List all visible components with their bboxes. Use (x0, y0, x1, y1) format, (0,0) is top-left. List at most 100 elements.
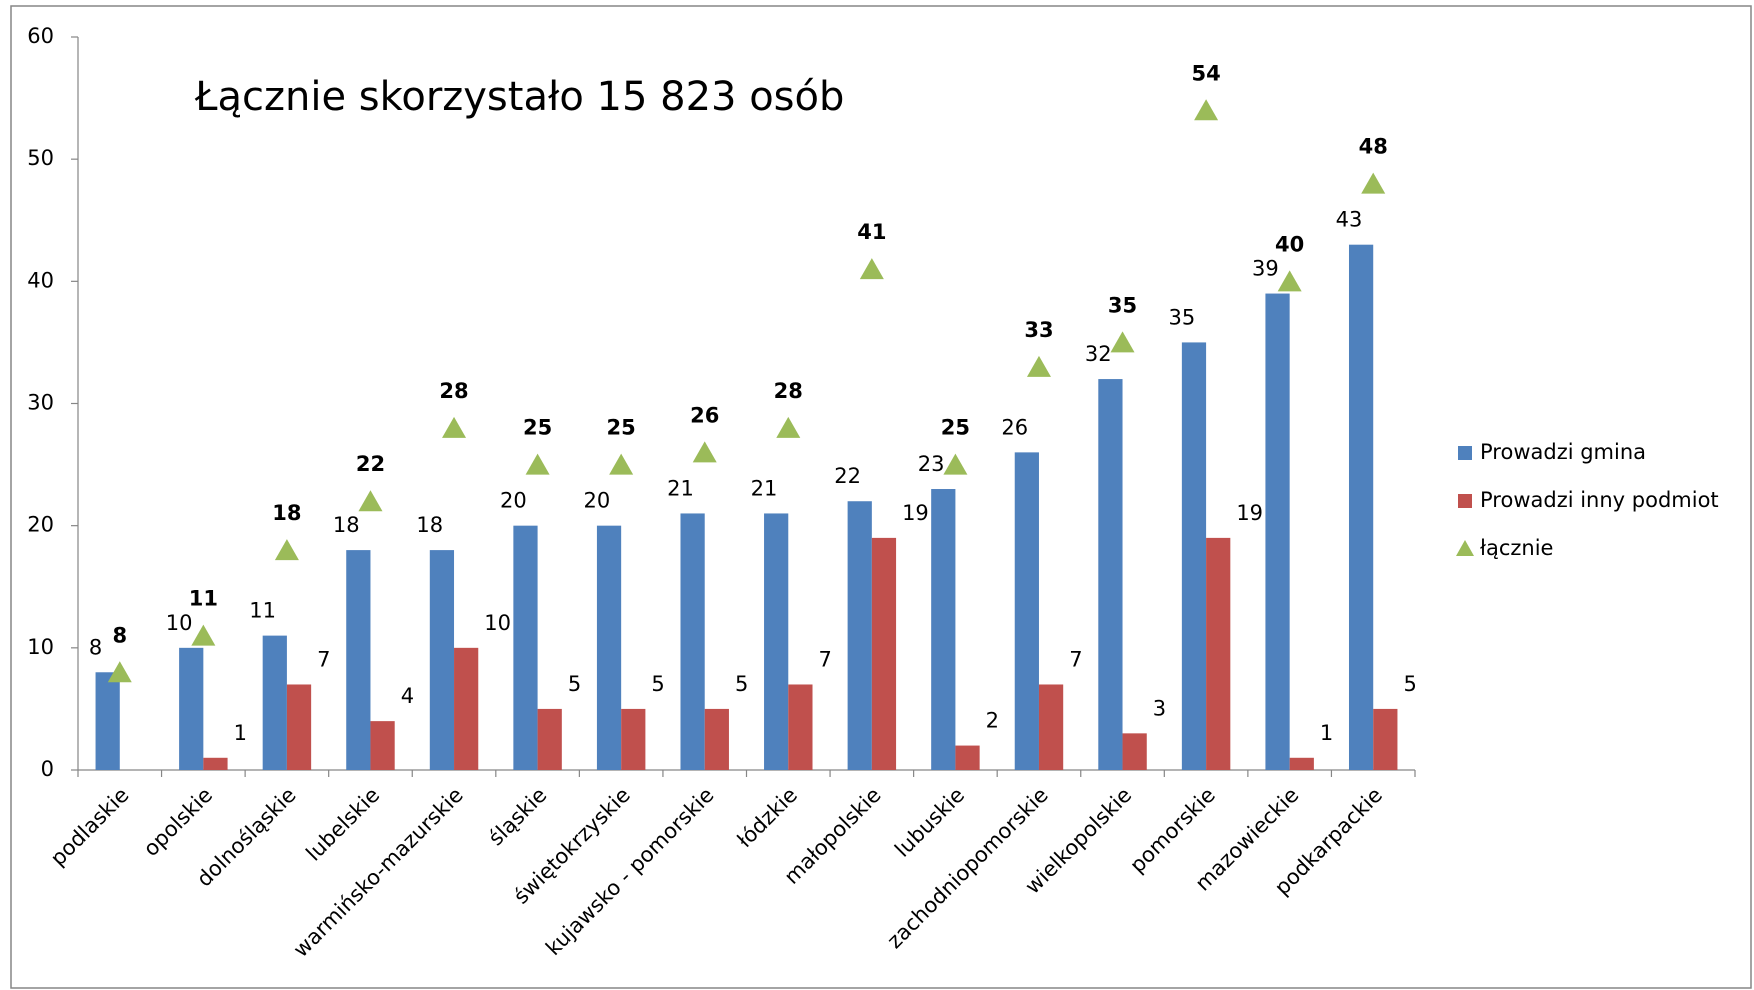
bar (931, 489, 956, 770)
legend-swatch (1458, 494, 1472, 508)
legend-swatch (1456, 540, 1474, 556)
data-label: 7 (317, 647, 330, 671)
bar (847, 501, 872, 770)
data-label: 7 (1069, 647, 1082, 671)
y-tick-label: 60 (27, 24, 54, 48)
bar (764, 513, 789, 770)
marker (609, 453, 634, 475)
bar (95, 672, 120, 770)
data-label: 11 (189, 587, 218, 611)
data-label: 35 (1168, 305, 1195, 329)
data-label: 26 (1001, 415, 1028, 439)
data-label: 28 (439, 379, 468, 403)
bar (680, 513, 705, 770)
marker (442, 416, 467, 438)
y-tick-label: 40 (27, 268, 54, 292)
data-label: 25 (523, 416, 552, 440)
y-tick-label: 0 (41, 757, 54, 781)
data-label: 18 (416, 513, 443, 537)
bar (537, 708, 562, 770)
bar (1206, 537, 1231, 770)
marker (107, 661, 132, 683)
data-label: 41 (857, 220, 886, 244)
data-label: 40 (1275, 232, 1304, 256)
bar (1181, 342, 1207, 770)
data-label: 11 (249, 599, 276, 623)
data-label: 20 (500, 489, 527, 513)
legend-label: łącznie (1480, 536, 1553, 560)
marker (191, 624, 216, 646)
data-label: 8 (89, 635, 102, 659)
bar (346, 550, 371, 770)
bar (1098, 379, 1123, 770)
marker (1361, 172, 1386, 194)
bar (1014, 452, 1039, 770)
data-label: 1 (1320, 721, 1333, 745)
data-label: 19 (1236, 501, 1263, 525)
data-label: 20 (584, 489, 611, 513)
data-label: 54 (1191, 61, 1220, 85)
data-label: 25 (941, 416, 970, 440)
data-label: 25 (607, 416, 636, 440)
data-label: 7 (819, 647, 832, 671)
bar (1122, 733, 1147, 770)
data-label: 8 (112, 623, 127, 647)
bar (871, 537, 897, 770)
data-label: 39 (1252, 257, 1279, 281)
data-label: 10 (484, 611, 511, 635)
data-label: 26 (690, 403, 719, 427)
data-label: 35 (1108, 293, 1137, 317)
data-label: 19 (902, 501, 929, 525)
data-label: 4 (401, 684, 414, 708)
data-label: 22 (356, 452, 385, 476)
marker (525, 453, 550, 475)
data-label: 5 (568, 672, 581, 696)
data-label: 18 (333, 513, 360, 537)
data-label: 5 (735, 672, 748, 696)
bar (370, 721, 395, 770)
bar (1038, 684, 1064, 770)
marker (1194, 99, 1219, 121)
bar (429, 550, 455, 770)
y-tick-label: 30 (27, 391, 54, 415)
bar (454, 647, 479, 770)
data-label: 2 (986, 709, 999, 733)
annotation: Łącznie skorzystało 15 823 osób (194, 74, 844, 120)
marker (1277, 270, 1302, 292)
bar (1265, 293, 1290, 770)
marker (1026, 355, 1051, 377)
legend-label: Prowadzi gmina (1480, 440, 1646, 464)
marker (776, 416, 801, 438)
bar (596, 525, 622, 770)
bar (788, 684, 813, 770)
data-label: 5 (1403, 672, 1416, 696)
data-label: 10 (166, 611, 193, 635)
bar (203, 757, 228, 770)
data-label: 1 (234, 721, 247, 745)
marker (358, 490, 383, 512)
data-label: 43 (1336, 208, 1363, 232)
bar (179, 647, 204, 770)
bar (1348, 244, 1374, 770)
legend-label: Prowadzi inny podmiot (1480, 488, 1719, 512)
data-label: 48 (1359, 135, 1388, 159)
data-label: 3 (1153, 696, 1166, 720)
data-label: 32 (1085, 342, 1112, 366)
bar (262, 635, 287, 770)
bar (513, 525, 538, 770)
data-label: 5 (651, 672, 664, 696)
y-tick-label: 20 (27, 513, 54, 537)
y-tick-label: 50 (27, 146, 54, 170)
bar (286, 684, 312, 770)
marker (274, 539, 299, 561)
data-label: 21 (751, 476, 778, 500)
bar (955, 745, 980, 770)
bar (1373, 708, 1398, 770)
y-tick-label: 10 (27, 635, 54, 659)
marker (859, 258, 884, 280)
data-label: 21 (667, 476, 694, 500)
data-label: 18 (272, 501, 301, 525)
marker (1110, 331, 1135, 353)
